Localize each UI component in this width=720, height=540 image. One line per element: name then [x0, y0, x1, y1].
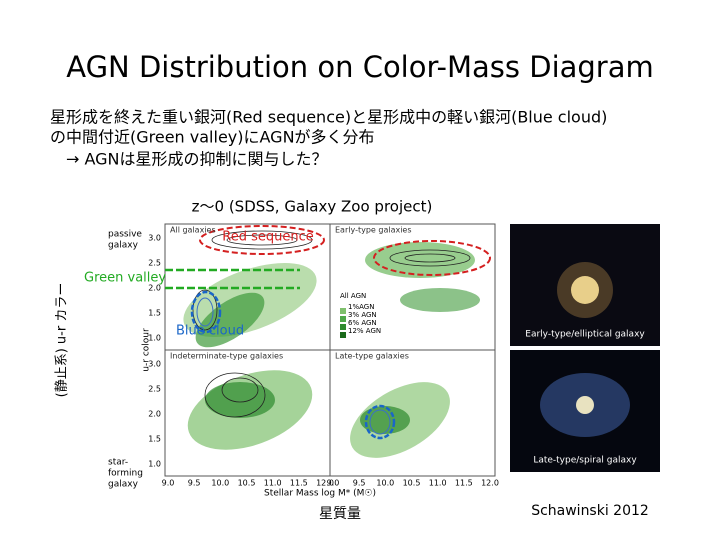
x-tick-label: 12.0	[316, 479, 334, 488]
side-label: galaxy	[108, 241, 139, 251]
panel-label: All galaxies	[170, 226, 216, 235]
annotation-blue: Blue cloud	[176, 324, 244, 339]
side-label: star-	[108, 458, 128, 468]
y-tick-label: 2.0	[148, 284, 161, 293]
y-tick-label: 1.5	[148, 435, 161, 444]
side-label: galaxy	[108, 480, 139, 490]
figure-y-label: u-r colour	[142, 328, 152, 372]
blue-cloud-outline	[190, 290, 222, 334]
red-sequence-outline	[373, 240, 491, 276]
contour	[196, 297, 214, 327]
redshift-note: z～0 (SDSS, Galaxy Zoo project)	[192, 198, 433, 216]
x-tick-label: 9.0	[162, 479, 175, 488]
x-tick-label: 10.0	[211, 479, 229, 488]
y-tick-label: 1.0	[148, 334, 161, 343]
legend-entry: 6% AGN	[348, 319, 377, 327]
y-tick-label: 3.0	[148, 234, 161, 243]
x-tick-label: 11.0	[429, 479, 447, 488]
image-caption: Early-type/elliptical galaxy	[525, 330, 645, 340]
contour	[221, 377, 259, 403]
body-line: の中間付近(Green valley)にAGNが多く分布	[50, 128, 375, 147]
legend-swatch	[340, 324, 346, 330]
contour	[192, 289, 218, 331]
body-line: → AGNは星形成の抑制に関与した？	[66, 150, 328, 169]
x-tick-label: 11.0	[264, 479, 282, 488]
x-axis-label: 星質量	[319, 506, 361, 522]
citation: Schawinski 2012	[531, 503, 649, 519]
panel-label: Early-type galaxies	[335, 226, 412, 235]
x-tick-label: 9.0	[327, 479, 340, 488]
legend-swatch	[340, 332, 346, 338]
legend-entry: 1%AGN	[348, 303, 374, 311]
image-caption: Late-type/spiral galaxy	[533, 456, 637, 466]
y-tick-label: 2.0	[148, 410, 161, 419]
density	[205, 382, 275, 418]
y-tick-label: 1.5	[148, 309, 161, 318]
y-tick-label: 2.5	[148, 385, 161, 394]
legend-entry: All AGN	[340, 292, 366, 300]
contour	[211, 230, 313, 250]
galaxy-core	[571, 276, 599, 304]
y-axis-label: (静止系) u-r カラー	[55, 283, 70, 398]
x-tick-label: 12.0	[481, 479, 499, 488]
annotation-green: Green valley	[84, 271, 166, 286]
body-line: 星形成を終えた重い銀河(Red sequence)と星形成中の軽い銀河(Blue…	[50, 108, 607, 127]
x-tick-label: 11.5	[455, 479, 473, 488]
figure	[164, 223, 496, 477]
panel-label: Late-type galaxies	[335, 352, 409, 361]
y-tick-label: 3.0	[148, 360, 161, 369]
red-sequence-outline	[199, 225, 325, 255]
side-label: passive	[108, 230, 142, 240]
side-label: forming	[108, 469, 143, 479]
density	[195, 292, 265, 348]
contour	[204, 372, 266, 418]
contour	[404, 253, 456, 263]
x-tick-label: 10.5	[403, 479, 421, 488]
x-tick-label: 11.5	[290, 479, 308, 488]
blue-cloud-outline	[364, 404, 396, 440]
annotation-red: Red sequence	[222, 230, 313, 245]
legend-entry: 3% AGN	[348, 311, 377, 319]
contour	[389, 249, 471, 267]
panel-label: Indeterminate-type galaxies	[170, 352, 283, 361]
contour	[369, 409, 391, 435]
x-tick-label: 10.5	[238, 479, 256, 488]
legend-entry: 12% AGN	[348, 327, 381, 335]
figure-x-label: Stellar Mass log M* (M☉)	[264, 489, 376, 499]
y-tick-label: 1.0	[148, 460, 161, 469]
x-tick-label: 9.5	[353, 479, 366, 488]
contour	[226, 234, 298, 246]
x-tick-label: 10.0	[376, 479, 394, 488]
x-tick-label: 9.5	[188, 479, 201, 488]
title: AGN Distribution on Color-Mass Diagram	[66, 50, 654, 84]
galaxy-core	[576, 396, 594, 414]
legend-swatch	[340, 308, 346, 314]
density	[360, 406, 410, 434]
legend-swatch	[340, 316, 346, 322]
y-tick-label: 2.5	[148, 259, 161, 268]
density	[400, 288, 480, 312]
